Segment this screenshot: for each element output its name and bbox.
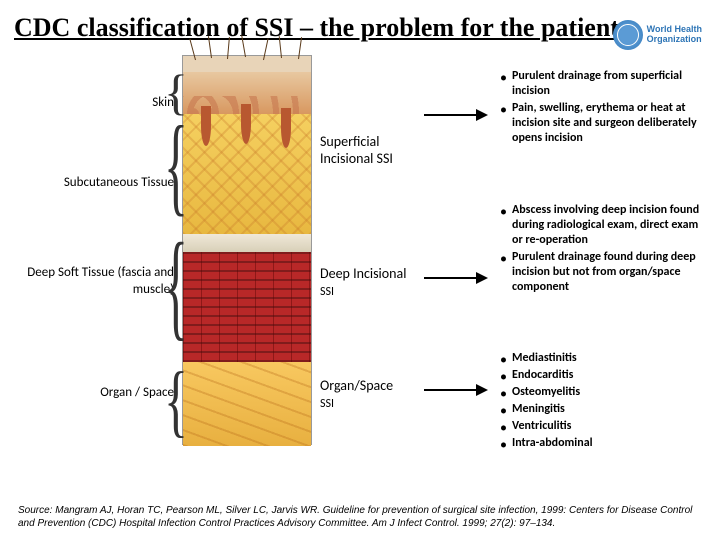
layer-fascia xyxy=(183,234,311,252)
ssi-organ-l1: Organ/Space xyxy=(320,377,393,394)
brace-organ: { xyxy=(164,354,188,447)
bullet-org-3: Meningitis xyxy=(512,402,565,416)
who-logo: World Health Organization xyxy=(613,20,702,50)
label-deep-tissue: Deep Soft Tissue (fascia and muscle) xyxy=(14,265,174,299)
ssi-organ-l2: SSI xyxy=(320,397,334,411)
bullet-deep-0: Abscess involving deep incision found du… xyxy=(512,203,699,247)
bullet-org-2: Osteomyelitis xyxy=(512,385,580,399)
layer-muscle xyxy=(183,252,311,362)
who-line2: Organization xyxy=(647,34,702,44)
bullet-org-1: Endocarditis xyxy=(512,368,573,382)
diagram-area: Skin Subcutaneous Tissue Deep Soft Tissu… xyxy=(0,55,720,455)
brace-deep: { xyxy=(164,215,188,354)
source-text: Source: Mangram AJ, Horan TC, Pearson ML… xyxy=(18,505,692,529)
arrow-superficial xyxy=(420,100,490,130)
bullets-deep: Abscess involving deep incision found du… xyxy=(498,203,708,297)
ssi-deep-label: Deep Incisional SSI xyxy=(320,265,430,299)
label-organ-space: Organ / Space xyxy=(14,385,174,400)
bullet-org-0: Mediastinitis xyxy=(512,351,577,365)
ssi-deep-l2: SSI xyxy=(320,285,334,299)
arrow-deep xyxy=(420,263,490,293)
layer-organ xyxy=(183,362,311,446)
brace-subcut: { xyxy=(164,100,188,228)
who-emblem-icon xyxy=(613,20,643,50)
bullet-deep-1: Purulent drainage found during deep inci… xyxy=(512,250,696,294)
label-subcutaneous: Subcutaneous Tissue xyxy=(14,175,174,190)
who-line1: World Health xyxy=(647,24,702,34)
bullet-sup-1: Pain, swelling, erythema or heat at inci… xyxy=(512,101,697,145)
layer-surface xyxy=(183,56,311,72)
bullets-organ: Mediastinitis Endocarditis Osteomyelitis… xyxy=(498,351,708,453)
skin-cross-section xyxy=(182,55,312,445)
arrow-organ xyxy=(420,375,490,405)
bullet-org-5: Intra-abdominal xyxy=(512,436,593,450)
ssi-superficial-label: Superficial Incisional SSI xyxy=(320,133,430,167)
ssi-deep-l1: Deep Incisional xyxy=(320,265,406,282)
layer-dermis xyxy=(183,114,311,234)
who-text: World Health Organization xyxy=(647,25,702,45)
source-citation: Source: Mangram AJ, Horan TC, Pearson ML… xyxy=(18,504,702,530)
ssi-organ-label: Organ/Space SSI xyxy=(320,377,430,411)
bullets-superficial: Purulent drainage from superficial incis… xyxy=(498,69,708,148)
bullet-org-4: Ventriculitis xyxy=(512,419,571,433)
label-skin: Skin xyxy=(14,95,174,110)
bullet-sup-0: Purulent drainage from superficial incis… xyxy=(512,69,682,98)
